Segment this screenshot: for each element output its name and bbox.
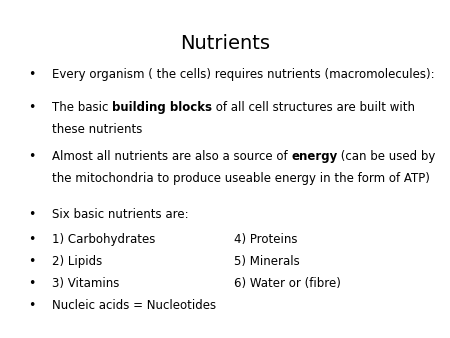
Text: Nucleic acids = Nucleotides: Nucleic acids = Nucleotides xyxy=(52,299,216,312)
Text: Every organism ( the cells) requires nutrients (macromolecules):: Every organism ( the cells) requires nut… xyxy=(52,68,434,80)
Text: The basic: The basic xyxy=(52,101,112,114)
Text: Almost all nutrients are also a source of: Almost all nutrients are also a source o… xyxy=(52,150,291,163)
Text: 6) Water or (fibre): 6) Water or (fibre) xyxy=(234,277,341,290)
Text: these nutrients: these nutrients xyxy=(52,123,142,136)
Text: 5) Minerals: 5) Minerals xyxy=(234,255,300,268)
Text: •: • xyxy=(28,68,35,80)
Text: Nutrients: Nutrients xyxy=(180,34,270,53)
Text: •: • xyxy=(28,101,35,114)
Text: the mitochondria to produce useable energy in the form of ATP): the mitochondria to produce useable ener… xyxy=(52,172,430,185)
Text: Six basic nutrients are:: Six basic nutrients are: xyxy=(52,208,189,221)
Text: 4) Proteins: 4) Proteins xyxy=(234,233,297,246)
Text: (can be used by: (can be used by xyxy=(338,150,436,163)
Text: •: • xyxy=(28,277,35,290)
Text: •: • xyxy=(28,150,35,163)
Text: 2) Lipids: 2) Lipids xyxy=(52,255,102,268)
Text: 1) Carbohydrates: 1) Carbohydrates xyxy=(52,233,155,246)
Text: •: • xyxy=(28,255,35,268)
Text: •: • xyxy=(28,233,35,246)
Text: energy: energy xyxy=(291,150,338,163)
Text: •: • xyxy=(28,299,35,312)
Text: building blocks: building blocks xyxy=(112,101,212,114)
Text: 3) Vitamins: 3) Vitamins xyxy=(52,277,119,290)
Text: •: • xyxy=(28,208,35,221)
Text: of all cell structures are built with: of all cell structures are built with xyxy=(212,101,415,114)
